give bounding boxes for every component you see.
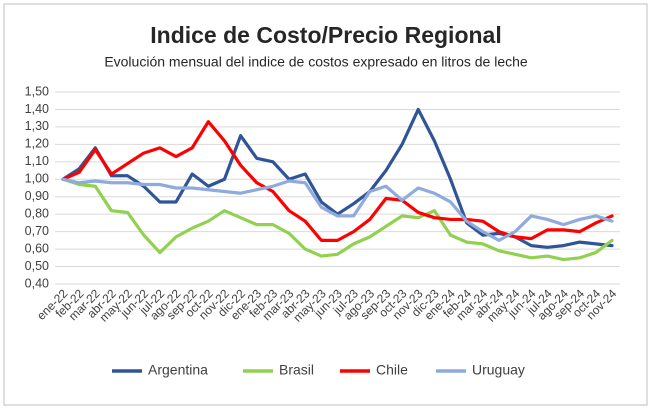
series-line — [61, 177, 614, 262]
legend-label: Chile — [376, 362, 408, 378]
y-tick-label: 1,40 — [25, 102, 49, 116]
series-line — [61, 120, 614, 242]
y-tick-label: 1,30 — [25, 119, 49, 133]
y-tick-label: 0,50 — [25, 259, 49, 273]
y-tick-label: 0,90 — [25, 189, 49, 203]
legend-label: Brasil — [279, 362, 314, 378]
y-tick-label: 1,50 — [25, 84, 49, 98]
legend-label: Argentina — [148, 362, 208, 378]
y-tick-label: 1,00 — [25, 172, 49, 186]
legend-label: Uruguay — [472, 362, 525, 378]
series-line — [61, 177, 614, 242]
y-tick-label: 0,70 — [25, 224, 49, 238]
y-tick-label: 0,40 — [25, 276, 49, 290]
y-tick-label: 1,10 — [25, 154, 49, 168]
chart-subtitle: Evolución mensual del indice de costos e… — [104, 54, 528, 70]
y-tick-label: 1,20 — [25, 137, 49, 151]
chart-title: Indice de Costo/Precio Regional — [150, 22, 501, 48]
y-tick-label: 0,60 — [25, 241, 49, 255]
y-tick-label: 0,80 — [25, 206, 49, 220]
